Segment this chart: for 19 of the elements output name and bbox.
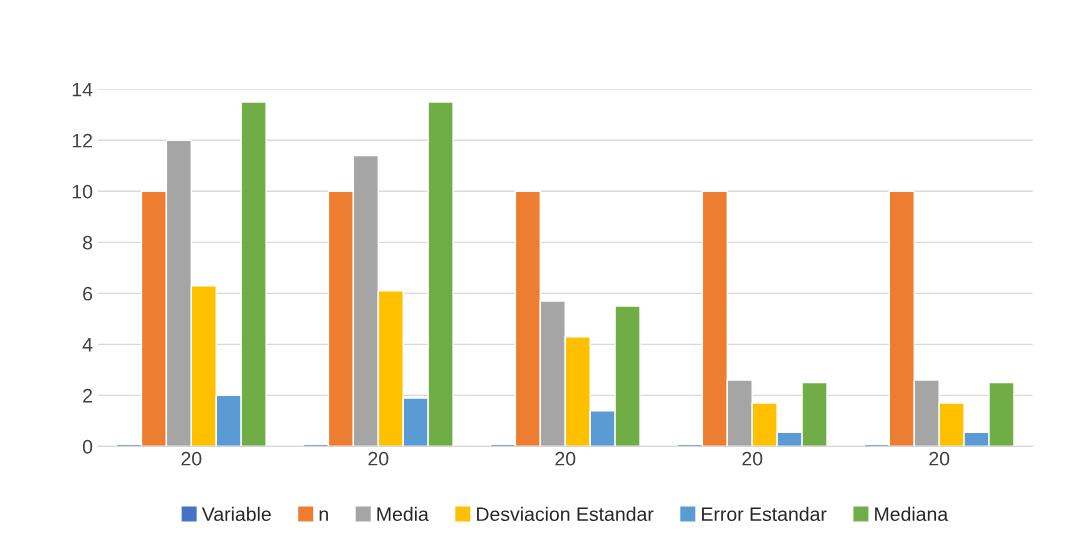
y-tick-label: 0 [82, 439, 93, 454]
x-tick-label: 20 [181, 451, 202, 466]
x-tick-label: 20 [368, 451, 389, 466]
legend-label: n [319, 510, 328, 521]
y-tick-label: 2 [83, 388, 92, 403]
legend-label: Error Estandar [702, 506, 827, 522]
legend-label: Media [377, 506, 429, 522]
x-tick-label: 20 [742, 451, 763, 466]
legend-label: Variable [201, 506, 271, 522]
y-tick-label: 14 [72, 82, 93, 97]
y-tick-label: 8 [83, 235, 93, 250]
y-tick-label: 10 [72, 184, 93, 199]
y-tick-label: 12 [72, 133, 92, 148]
x-tick-label: 20 [929, 451, 950, 466]
x-tick-label: 20 [555, 451, 576, 466]
legend-label: Mediana [875, 506, 949, 522]
legend-label: Desviacion Estandar [477, 506, 654, 522]
y-tick-label: 6 [83, 286, 93, 301]
y-tick-label: 4 [82, 338, 93, 352]
